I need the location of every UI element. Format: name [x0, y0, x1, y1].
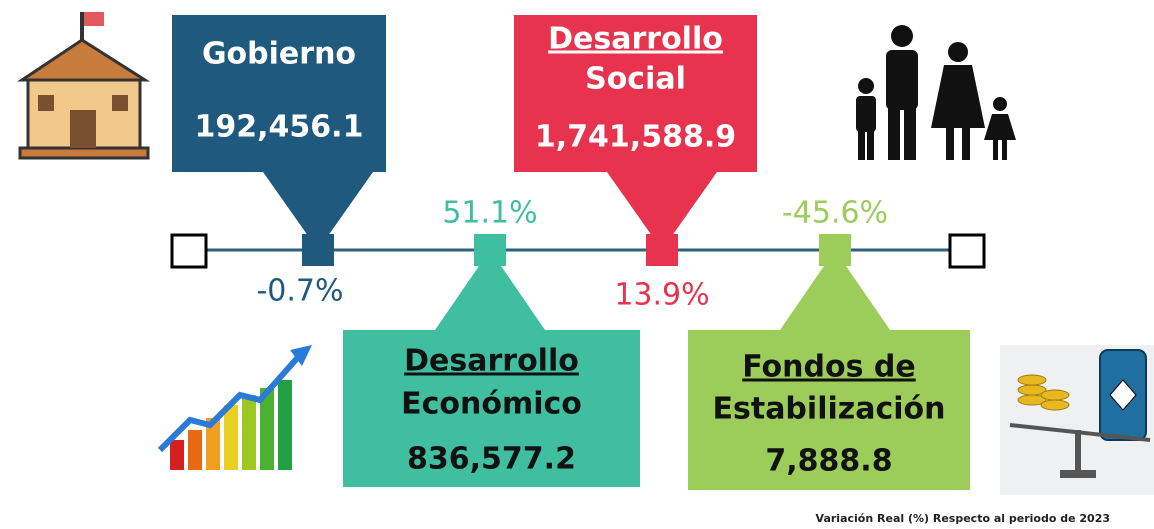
box-pointer: [780, 250, 890, 330]
family-icon: [856, 25, 1016, 160]
marker-square: [819, 234, 851, 266]
box-title: Desarrollo: [404, 344, 579, 379]
marker-square: [474, 234, 506, 266]
marker-square: [646, 234, 678, 266]
box-pointer: [263, 172, 373, 250]
info-box: [688, 330, 970, 490]
box-value: 7,888.8: [765, 444, 892, 479]
info-box: [514, 15, 757, 172]
box-pointer: [435, 250, 545, 330]
marker-square: [302, 234, 334, 266]
box-value: 1,741,588.9: [535, 120, 736, 155]
change-label: 13.9%: [614, 278, 709, 313]
info-box: [343, 330, 640, 487]
change-label: -0.7%: [256, 274, 343, 309]
footnote: Variación Real (%) Respecto al periodo d…: [816, 512, 1110, 525]
box-value: 192,456.1: [195, 110, 364, 145]
oil-fund-icon: [1000, 345, 1154, 495]
info-box: [172, 15, 386, 172]
government-icon: [17, 12, 151, 160]
box-title: Estabilización: [713, 392, 946, 427]
box-title: Desarrollo: [548, 22, 723, 57]
box-pointer: [607, 172, 717, 250]
box-title: Social: [585, 62, 686, 97]
change-label: 51.1%: [442, 196, 537, 231]
end-square: [170, 233, 208, 269]
box-title: Fondos de: [742, 350, 915, 385]
end-square: [948, 233, 986, 269]
box-title: Económico: [401, 387, 582, 422]
growth-chart-icon: [157, 345, 312, 470]
box-title: Gobierno: [202, 37, 356, 72]
change-label: -45.6%: [782, 196, 888, 231]
box-value: 836,577.2: [407, 442, 576, 477]
